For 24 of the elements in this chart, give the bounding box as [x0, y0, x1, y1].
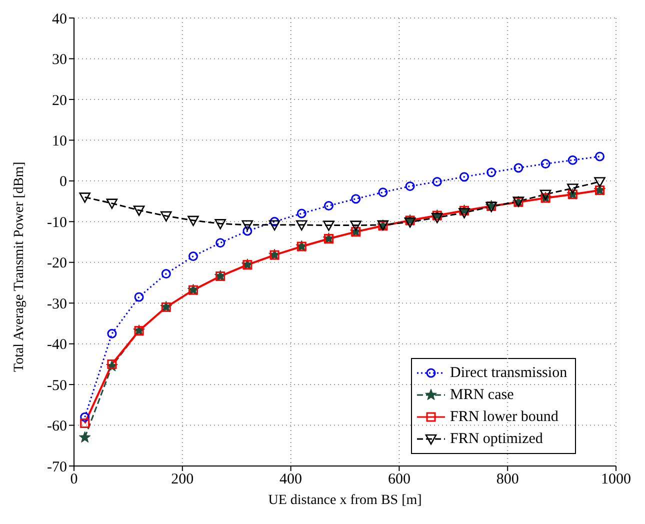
x-tick-label: 1000 — [601, 472, 631, 488]
legend-label: MRN case — [450, 386, 514, 404]
y-tick-label: -50 — [47, 378, 67, 394]
x-tick-label: 200 — [171, 472, 194, 488]
x-tick-label: 0 — [70, 472, 78, 488]
x-tick-label: 800 — [496, 472, 519, 488]
y-tick-label: 40 — [52, 11, 67, 28]
legend-label: FRN optimized — [450, 430, 543, 448]
y-tick-label: 0 — [60, 174, 67, 190]
legend-label: Direct transmission — [450, 364, 568, 382]
y-tick-label: -10 — [47, 214, 67, 231]
x-axis-title: UE distance x from BS [m] — [268, 493, 422, 508]
y-tick-label: 30 — [52, 52, 67, 68]
legend-label: FRN lower bound — [450, 408, 558, 426]
y-axis-title: Total Average Transmit Power [dBm] — [12, 162, 27, 372]
y-tick-label: -40 — [47, 337, 67, 354]
y-tick-label: -30 — [47, 296, 67, 312]
x-tick-label: 600 — [388, 472, 410, 488]
y-tick-label: -70 — [47, 459, 67, 476]
x-tick-label: 400 — [280, 472, 302, 488]
y-tick-label: 10 — [52, 134, 67, 150]
y-tick-label: -20 — [47, 256, 67, 272]
y-tick-label: 20 — [52, 92, 67, 109]
y-tick-label: -60 — [47, 418, 67, 435]
